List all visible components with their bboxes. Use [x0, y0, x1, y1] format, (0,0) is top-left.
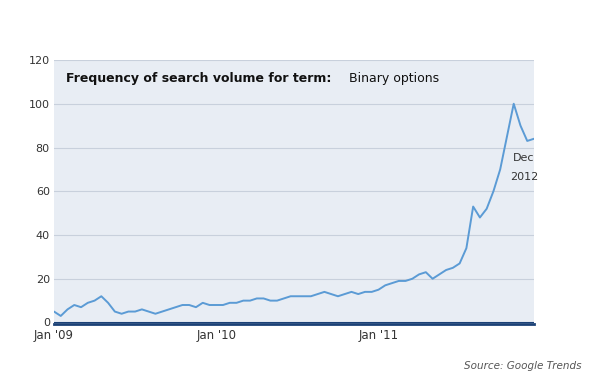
Text: 2012: 2012 — [510, 172, 538, 183]
Text: Frequency of search volume for term:: Frequency of search volume for term: — [66, 72, 331, 85]
Text: FAST GROWING MARKET: FAST GROWING MARKET — [11, 16, 287, 35]
Text: Binary options: Binary options — [349, 72, 439, 85]
Text: Source: Google Trends: Source: Google Trends — [464, 361, 582, 371]
Text: Dec: Dec — [513, 153, 535, 163]
